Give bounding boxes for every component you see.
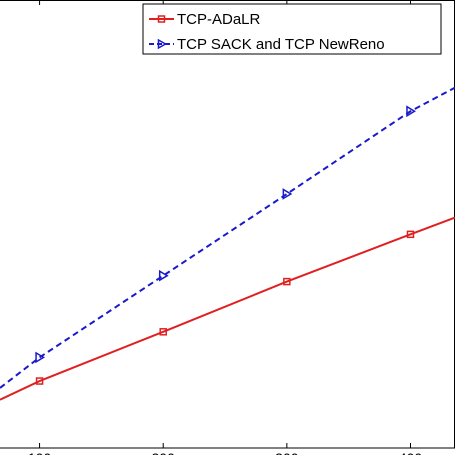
legend: TCP-ADaLR TCP SACK and TCP NewReno xyxy=(142,3,442,55)
data-point-1-0 xyxy=(35,351,46,364)
x-tick-label-2: 300 xyxy=(275,450,299,455)
legend-box xyxy=(142,3,442,55)
series-line-0 xyxy=(0,216,455,401)
data-point-1-3 xyxy=(406,105,416,118)
x-tick-label-3: 400 xyxy=(399,450,423,455)
data-point-0-0 xyxy=(35,377,44,385)
x-tick-label-1: 200 xyxy=(152,450,176,455)
legend-label-0: TCP-ADaLR xyxy=(177,11,261,28)
series-0 xyxy=(0,216,455,401)
legend-entry-0: TCP-ADaLR xyxy=(149,11,261,28)
data-point-1-2 xyxy=(282,188,293,200)
legend-entry-1: TCP SACK and TCP NewReno xyxy=(149,36,385,53)
legend-triangle-marker xyxy=(157,38,168,50)
data-point-0-2 xyxy=(283,277,291,286)
series-1 xyxy=(0,86,455,389)
data-point-1-1 xyxy=(158,269,169,282)
legend-square-marker xyxy=(157,15,166,23)
x-tick-label-0: 100 xyxy=(28,450,52,455)
legend-label-1: TCP SACK and TCP NewReno xyxy=(177,36,385,53)
data-point-0-3 xyxy=(406,230,415,239)
data-point-0-1 xyxy=(159,328,167,336)
x-ticks: 100 200 300 400 xyxy=(28,0,422,455)
series-lines xyxy=(0,86,455,401)
series-line-1 xyxy=(0,86,455,389)
